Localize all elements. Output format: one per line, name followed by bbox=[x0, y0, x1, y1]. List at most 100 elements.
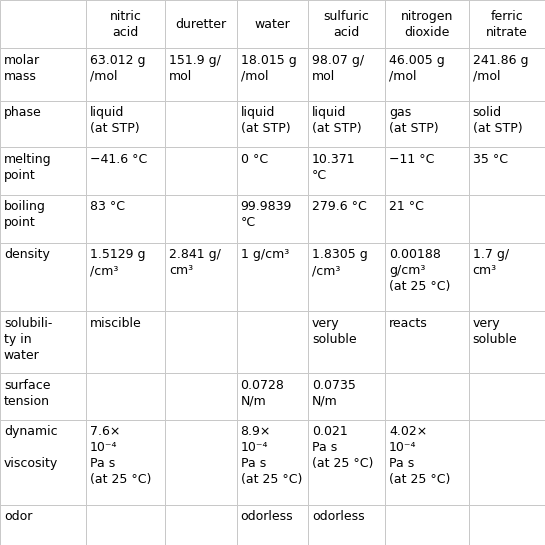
Bar bbox=[0, 505, 86, 545]
Bar bbox=[308, 0, 385, 49]
Bar bbox=[308, 49, 385, 101]
Bar bbox=[165, 101, 237, 147]
Text: 241.86 g
/mol: 241.86 g /mol bbox=[473, 54, 528, 83]
Text: 279.6 °C: 279.6 °C bbox=[312, 201, 367, 214]
Text: 151.9 g/
mol: 151.9 g/ mol bbox=[169, 54, 221, 83]
Text: 0.0728
N/m: 0.0728 N/m bbox=[240, 379, 284, 408]
Bar bbox=[385, 243, 469, 311]
Text: 1.7 g/
cm³: 1.7 g/ cm³ bbox=[473, 248, 508, 277]
Text: 8.9×
10⁻⁴
Pa s
(at 25 °C): 8.9× 10⁻⁴ Pa s (at 25 °C) bbox=[240, 425, 302, 486]
Bar bbox=[0, 373, 86, 420]
Bar bbox=[0, 195, 86, 243]
Bar bbox=[469, 243, 545, 311]
Text: −11 °C: −11 °C bbox=[389, 153, 434, 166]
Bar bbox=[469, 420, 545, 505]
Text: 0.0735
N/m: 0.0735 N/m bbox=[312, 379, 356, 408]
Text: 10.371
°C: 10.371 °C bbox=[312, 153, 356, 182]
Bar bbox=[86, 505, 165, 545]
Text: 35 °C: 35 °C bbox=[473, 153, 507, 166]
Bar bbox=[308, 420, 385, 505]
Bar bbox=[165, 0, 237, 49]
Text: 4.02×
10⁻⁴
Pa s
(at 25 °C): 4.02× 10⁻⁴ Pa s (at 25 °C) bbox=[389, 425, 450, 486]
Bar bbox=[237, 101, 308, 147]
Bar bbox=[86, 101, 165, 147]
Bar bbox=[237, 147, 308, 195]
Text: sulfuric
acid: sulfuric acid bbox=[324, 10, 370, 39]
Bar bbox=[0, 311, 86, 373]
Bar bbox=[86, 373, 165, 420]
Bar bbox=[469, 505, 545, 545]
Text: 0.00188
g/cm³
(at 25 °C): 0.00188 g/cm³ (at 25 °C) bbox=[389, 248, 450, 293]
Bar bbox=[0, 0, 86, 49]
Text: boiling
point: boiling point bbox=[4, 201, 46, 229]
Text: gas
(at STP): gas (at STP) bbox=[389, 106, 439, 136]
Bar bbox=[165, 373, 237, 420]
Bar bbox=[385, 311, 469, 373]
Bar bbox=[385, 147, 469, 195]
Bar bbox=[0, 147, 86, 195]
Bar bbox=[385, 49, 469, 101]
Text: water: water bbox=[255, 17, 290, 31]
Bar bbox=[0, 420, 86, 505]
Text: miscible: miscible bbox=[90, 317, 142, 330]
Bar bbox=[86, 0, 165, 49]
Text: phase: phase bbox=[4, 106, 41, 119]
Bar bbox=[0, 101, 86, 147]
Text: 7.6×
10⁻⁴
Pa s
(at 25 °C): 7.6× 10⁻⁴ Pa s (at 25 °C) bbox=[90, 425, 151, 486]
Text: melting
point: melting point bbox=[4, 153, 51, 182]
Bar bbox=[308, 101, 385, 147]
Text: odorless: odorless bbox=[240, 511, 293, 523]
Text: odor: odor bbox=[4, 511, 32, 523]
Bar bbox=[237, 49, 308, 101]
Bar bbox=[165, 195, 237, 243]
Text: 0 °C: 0 °C bbox=[240, 153, 268, 166]
Text: 1.8305 g
/cm³: 1.8305 g /cm³ bbox=[312, 248, 368, 277]
Text: liquid
(at STP): liquid (at STP) bbox=[312, 106, 362, 136]
Bar bbox=[86, 420, 165, 505]
Bar bbox=[86, 311, 165, 373]
Text: 18.015 g
/mol: 18.015 g /mol bbox=[240, 54, 296, 83]
Text: 1.5129 g
/cm³: 1.5129 g /cm³ bbox=[90, 248, 146, 277]
Bar bbox=[385, 420, 469, 505]
Bar bbox=[165, 311, 237, 373]
Bar bbox=[0, 243, 86, 311]
Bar bbox=[469, 373, 545, 420]
Bar bbox=[86, 195, 165, 243]
Bar bbox=[165, 505, 237, 545]
Bar bbox=[469, 101, 545, 147]
Text: −41.6 °C: −41.6 °C bbox=[90, 153, 147, 166]
Bar bbox=[237, 243, 308, 311]
Bar bbox=[308, 243, 385, 311]
Bar bbox=[308, 195, 385, 243]
Text: ferric
nitrate: ferric nitrate bbox=[486, 10, 528, 39]
Text: nitrogen
dioxide: nitrogen dioxide bbox=[401, 10, 453, 39]
Text: 1 g/cm³: 1 g/cm³ bbox=[240, 248, 289, 261]
Text: molar
mass: molar mass bbox=[4, 54, 40, 83]
Bar bbox=[86, 243, 165, 311]
Text: 0.021
Pa s
(at 25 °C): 0.021 Pa s (at 25 °C) bbox=[312, 425, 373, 470]
Text: density: density bbox=[4, 248, 50, 261]
Bar bbox=[385, 195, 469, 243]
Text: very
soluble: very soluble bbox=[312, 317, 356, 346]
Bar bbox=[308, 505, 385, 545]
Bar bbox=[385, 101, 469, 147]
Bar bbox=[308, 373, 385, 420]
Bar bbox=[165, 49, 237, 101]
Bar bbox=[385, 373, 469, 420]
Bar bbox=[469, 147, 545, 195]
Text: nitric
acid: nitric acid bbox=[110, 10, 142, 39]
Text: odorless: odorless bbox=[312, 511, 365, 523]
Text: surface
tension: surface tension bbox=[4, 379, 50, 408]
Text: dynamic

viscosity: dynamic viscosity bbox=[4, 425, 58, 470]
Text: 83 °C: 83 °C bbox=[90, 201, 125, 214]
Text: liquid
(at STP): liquid (at STP) bbox=[90, 106, 140, 136]
Bar bbox=[237, 311, 308, 373]
Text: duretter: duretter bbox=[175, 17, 227, 31]
Bar bbox=[237, 420, 308, 505]
Bar bbox=[86, 147, 165, 195]
Text: 46.005 g
/mol: 46.005 g /mol bbox=[389, 54, 445, 83]
Bar bbox=[165, 420, 237, 505]
Bar bbox=[237, 0, 308, 49]
Text: 99.9839
°C: 99.9839 °C bbox=[240, 201, 292, 229]
Text: liquid
(at STP): liquid (at STP) bbox=[240, 106, 290, 136]
